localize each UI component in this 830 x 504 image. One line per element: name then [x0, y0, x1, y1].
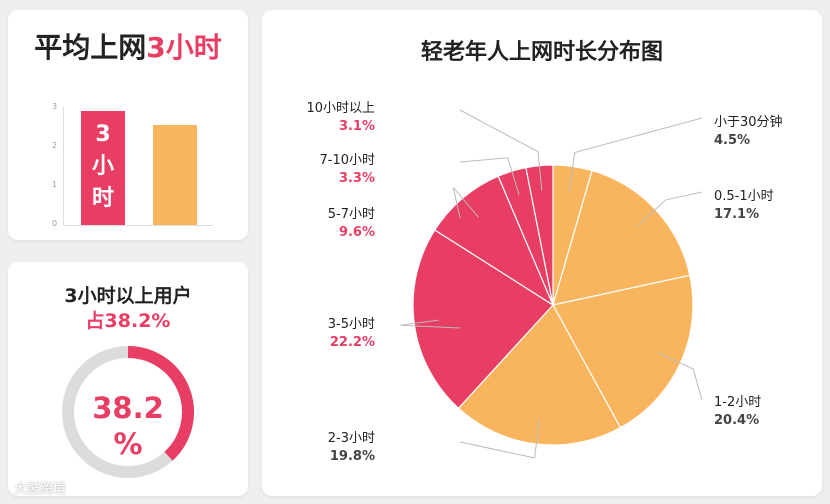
- leader-line: [459, 109, 543, 191]
- label-3-5h: 3-5小时 22.2%: [328, 316, 375, 351]
- label-10h-plus: 10小时以上 3.1%: [306, 100, 375, 135]
- leader-line: [459, 157, 520, 196]
- bar-y-axis: [63, 107, 64, 225]
- share-title: 3小时以上用户 占38.2%: [8, 284, 248, 333]
- bar-label-line: 3: [95, 122, 111, 147]
- leader-line: [657, 352, 703, 401]
- y-tick: 2: [52, 141, 58, 150]
- pie-chart: [400, 109, 703, 459]
- share-card: 3小时以上用户 占38.2% 38.2 %: [8, 262, 248, 496]
- bar-label-line: 时: [91, 185, 114, 211]
- label-7-10h: 7-10小时 3.3%: [319, 152, 375, 187]
- label-value: 9.6%: [338, 224, 375, 240]
- label-value: 3.1%: [338, 118, 375, 134]
- label-5-7h: 5-7小时 9.6%: [328, 206, 375, 241]
- ring-value-unit: %: [113, 427, 143, 462]
- label-1-2h: 1-2小时 20.4%: [714, 394, 761, 429]
- y-tick: 3: [52, 102, 58, 111]
- label-0.5-1h: 0.5-1小时 17.1%: [714, 188, 774, 223]
- label-under-30min: 小于30分钟 4.5%: [714, 114, 783, 149]
- ring-value: 38.2 %: [76, 390, 180, 463]
- label-value: 22.2%: [329, 334, 375, 350]
- label-name: 7-10小时: [319, 153, 375, 168]
- average-title-accent: 3小时: [146, 31, 222, 64]
- label-name: 10小时以上: [306, 101, 375, 116]
- label-name: 2-3小时: [327, 431, 375, 446]
- bar-label-line: 小: [91, 153, 114, 179]
- pie-title: 轻老年人上网时长分布图: [420, 40, 663, 65]
- share-title-line1: 3小时以上用户: [64, 285, 192, 307]
- average-title-prefix: 平均上网: [34, 31, 147, 64]
- bar-comparison: [153, 125, 197, 225]
- leader-line: [568, 117, 703, 192]
- bar-x-axis: [63, 225, 213, 226]
- label-value: 20.4%: [714, 412, 760, 428]
- y-tick: 0: [52, 219, 58, 228]
- leader-line: [400, 319, 461, 329]
- leader-line: [459, 419, 540, 459]
- share-title-line2: 占38.2%: [85, 309, 171, 332]
- bar-average-3h: 3 小 时: [81, 111, 125, 225]
- label-name: 1-2小时: [714, 395, 762, 410]
- label-name: 5-7小时: [327, 207, 375, 222]
- leader-line: [452, 187, 479, 219]
- y-tick: 1: [52, 180, 58, 189]
- watermark: 大鼓跨境: [14, 482, 67, 497]
- label-name: 小于30分钟: [714, 115, 783, 130]
- average-title: 平均上网3小时: [8, 26, 248, 66]
- average-time-card: 平均上网3小时 3 2 1 0 3 小 时: [8, 10, 248, 240]
- ring-value-number: 38.2: [92, 391, 164, 425]
- label-value: 17.1%: [714, 206, 760, 222]
- ring-progress: [127, 346, 194, 461]
- label-name: 3-5小时: [327, 317, 375, 332]
- label-value: 3.3%: [338, 170, 375, 186]
- share-ring: [62, 346, 194, 478]
- label-value: 19.8%: [329, 448, 375, 464]
- pie-card: 轻老年人上网时长分布图 10小时以上 3.1% 7-10小时 3.3% 5-7小时 9…: [262, 10, 822, 496]
- label-2-3h: 2-3小时 19.8%: [328, 430, 375, 465]
- label-value: 4.5%: [714, 132, 751, 148]
- leader-line: [636, 191, 703, 227]
- label-name: 0.5-1小时: [714, 189, 774, 204]
